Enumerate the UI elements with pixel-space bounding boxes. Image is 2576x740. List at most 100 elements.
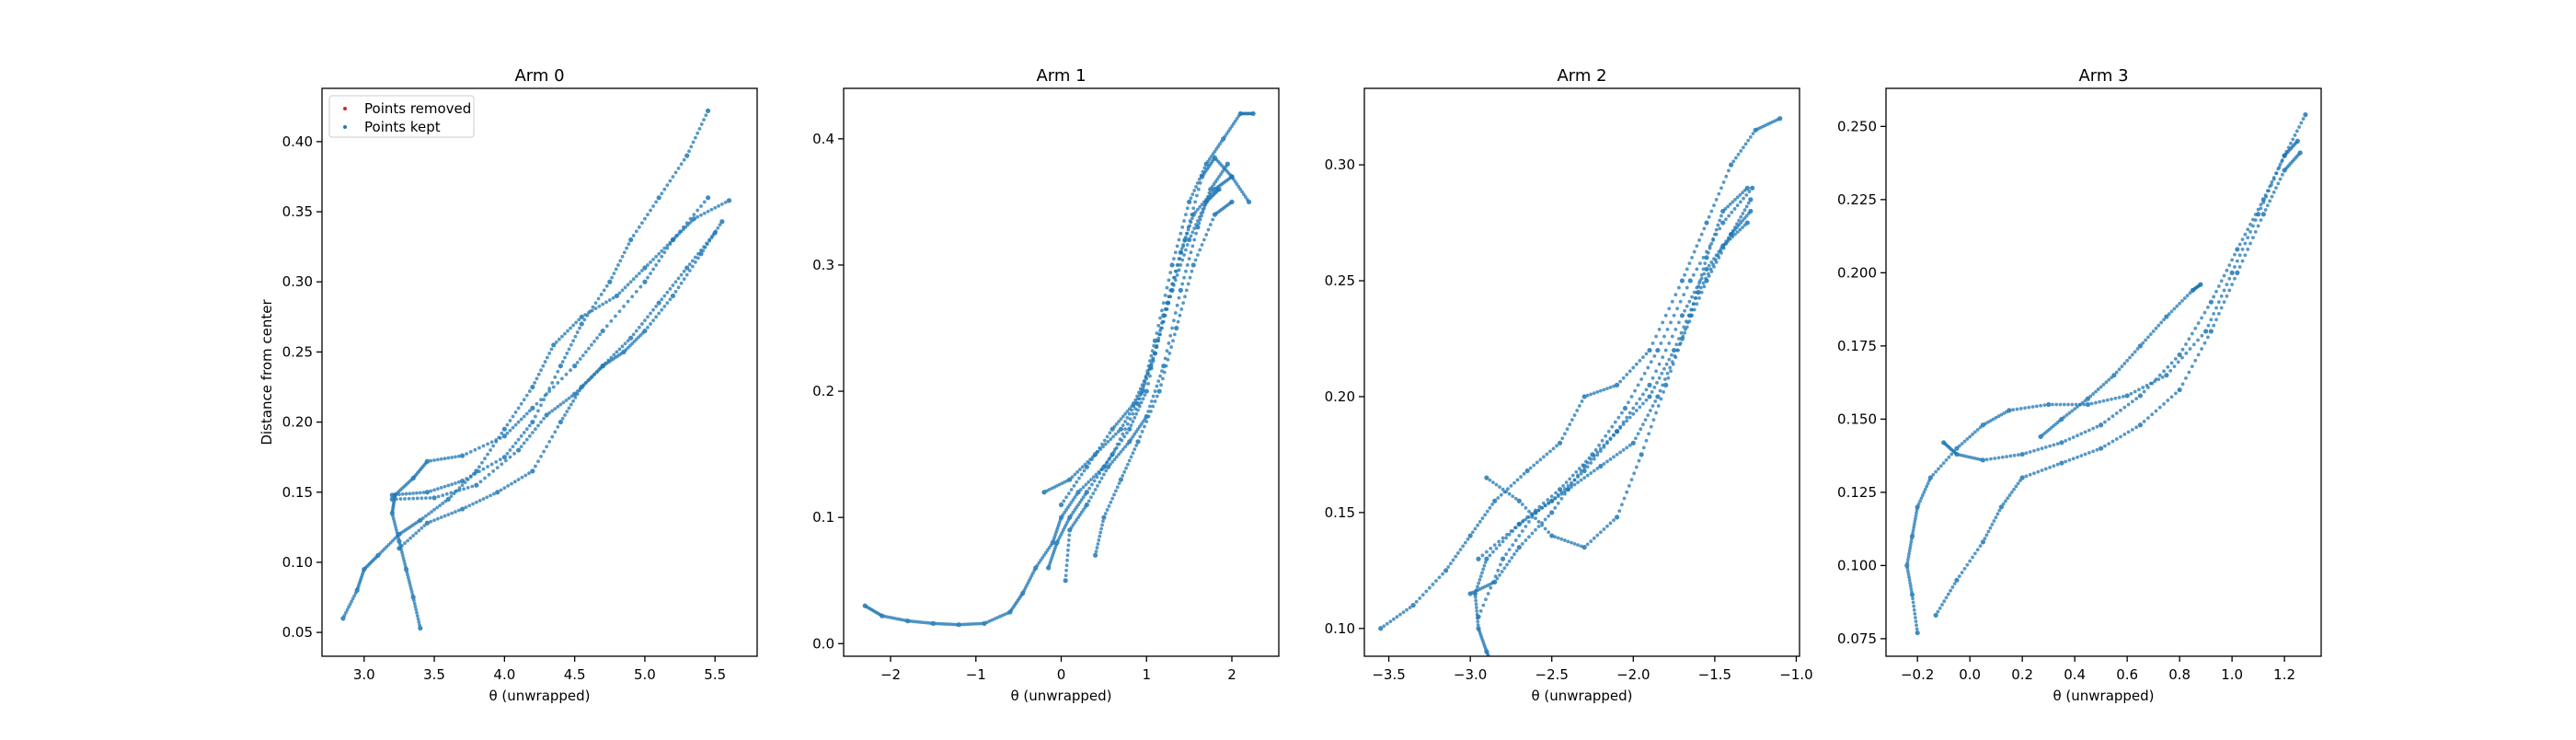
data-point	[1581, 394, 1587, 399]
data-point-fill	[2114, 411, 2119, 415]
data-point-fill	[550, 409, 555, 413]
data-point	[1075, 490, 1081, 495]
data-point-fill	[499, 488, 503, 492]
x-tick-label: 0.8	[2168, 666, 2191, 683]
data-point-fill	[1556, 536, 1560, 540]
data-point-fill	[535, 401, 539, 406]
data-point-fill	[2076, 405, 2079, 409]
data-point-fill	[406, 575, 410, 580]
data-point	[1915, 630, 1920, 636]
data-point-fill	[2222, 273, 2226, 278]
data-point-fill	[1563, 490, 1567, 494]
y-tick-label: 0.30	[282, 273, 313, 290]
legend-label: Points kept	[364, 119, 441, 135]
data-point-fill	[1731, 159, 1736, 164]
data-point-fill	[684, 221, 689, 225]
data-point-fill	[1612, 455, 1616, 459]
data-point-fill	[1190, 244, 1195, 249]
data-point	[1229, 174, 1235, 179]
data-point-fill	[1621, 447, 1626, 452]
data-point-fill	[646, 315, 650, 319]
data-point-fill	[424, 496, 428, 501]
data-point-fill	[1612, 433, 1616, 437]
data-point-fill	[1063, 510, 1067, 515]
data-point-fill	[1986, 529, 1991, 534]
data-point-fill	[1173, 250, 1178, 255]
data-point-fill	[2012, 487, 2016, 491]
data-point-fill	[2071, 435, 2076, 440]
data-point-fill	[489, 462, 494, 467]
data-point-fill	[2039, 403, 2043, 408]
data-point-fill	[413, 605, 418, 608]
data-point-fill	[1577, 404, 1581, 408]
data-point-fill	[1146, 410, 1150, 413]
data-point-fill	[464, 505, 468, 510]
data-point-fill	[2243, 232, 2248, 237]
data-point-fill	[578, 387, 582, 390]
data-point-fill	[1592, 391, 1596, 396]
data-point-fill	[1176, 263, 1180, 267]
data-point-fill	[1698, 261, 1702, 266]
data-point-fill	[1075, 518, 1079, 522]
data-point-fill	[585, 313, 590, 318]
data-point-fill	[593, 301, 598, 305]
data-point-fill	[1498, 572, 1501, 577]
data-point-fill	[1919, 496, 1924, 501]
data-point-fill	[679, 272, 684, 277]
data-point-fill	[2212, 295, 2216, 299]
data-point-fill	[406, 538, 409, 543]
data-point-fill	[498, 436, 502, 440]
data-point-fill	[1940, 603, 1944, 607]
data-point-fill	[1175, 273, 1179, 277]
data-point-fill	[1546, 498, 1550, 502]
data-point-fill	[556, 369, 560, 374]
data-point-fill	[1121, 414, 1125, 419]
data-point-fill	[2225, 283, 2229, 286]
data-point-fill	[1566, 539, 1570, 544]
data-point-fill	[1114, 422, 1119, 426]
data-point-fill	[1391, 617, 1396, 621]
data-point-fill	[2175, 304, 2179, 308]
data-point	[1216, 187, 1222, 192]
data-point-fill	[1620, 503, 1624, 507]
data-point-fill	[1129, 437, 1133, 442]
data-point-fill	[1233, 119, 1237, 123]
data-point-fill	[1179, 307, 1184, 311]
data-point-fill	[1102, 464, 1107, 468]
data-point-fill	[1127, 411, 1132, 416]
data-point-fill	[2227, 263, 2232, 267]
data-point	[1598, 463, 1604, 469]
data-point-fill	[2077, 402, 2082, 407]
data-point-fill	[1663, 313, 1668, 318]
data-point-fill	[1505, 532, 1509, 537]
data-point-fill	[665, 246, 670, 250]
data-point-fill	[505, 431, 510, 435]
data-point-fill	[478, 480, 483, 484]
data-point-fill	[2154, 377, 2158, 382]
data-point-fill	[1570, 418, 1574, 422]
data-point-fill	[2107, 377, 2111, 382]
data-point-fill	[2104, 380, 2109, 385]
data-point-fill	[1627, 484, 1631, 488]
data-point-fill	[1926, 481, 1930, 486]
data-point-fill	[1162, 370, 1167, 375]
data-point-fill	[1178, 257, 1182, 260]
data-point-fill	[1156, 323, 1161, 328]
data-point-fill	[1168, 271, 1173, 275]
data-point-fill	[429, 458, 433, 463]
data-point-fill	[938, 621, 943, 626]
data-point-fill	[438, 503, 443, 508]
data-point	[1696, 290, 1701, 295]
data-point-fill	[1075, 480, 1079, 484]
data-point-fill	[1576, 480, 1580, 485]
data-point-fill	[435, 487, 440, 491]
data-point	[1549, 533, 1555, 538]
data-point-fill	[1685, 285, 1689, 290]
data-point-fill	[646, 213, 650, 217]
data-point-fill	[1131, 411, 1135, 416]
data-point-fill	[1993, 457, 1997, 460]
data-point-fill	[577, 318, 581, 322]
legend-marker	[343, 107, 347, 110]
data-point-fill	[1519, 475, 1523, 479]
data-point-fill	[1615, 453, 1619, 457]
